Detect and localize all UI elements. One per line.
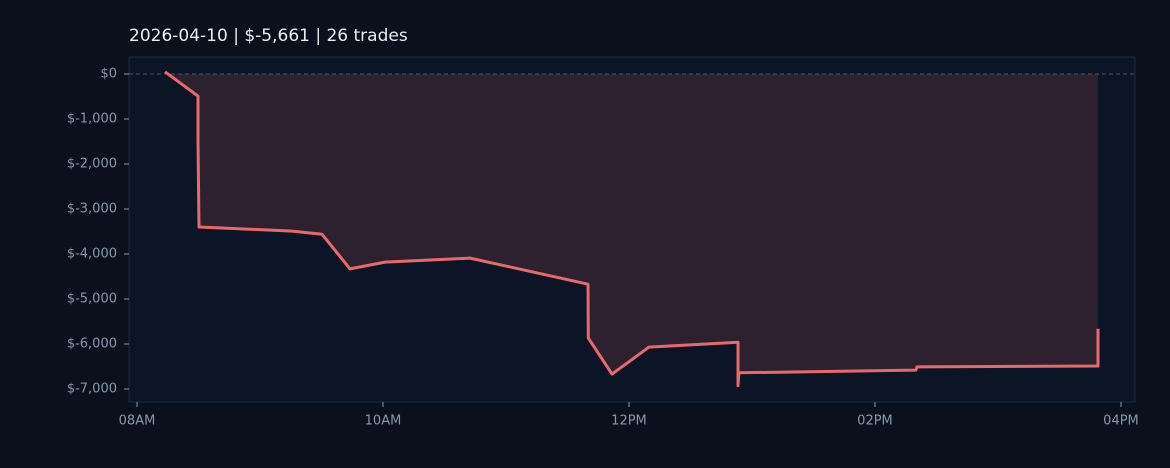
y-tick-label: $-2,000 [67,157,117,172]
y-tick-label: $0 [100,67,117,82]
y-tick-label: $-5,000 [67,291,117,306]
y-tick-label: $-7,000 [67,381,117,396]
x-tick-label: 02PM [857,414,893,429]
area [165,71,1098,386]
chart-title: 2026-04-10 | $-5,661 | 26 trades [129,26,408,46]
y-tick-label: $-3,000 [67,202,117,217]
plot-area [128,56,1136,403]
y-tick-label: $-1,000 [67,112,117,127]
x-tick-label: 12PM [611,414,647,429]
y-tick-label: $-4,000 [67,247,117,262]
x-tick-label: 04PM [1103,414,1139,429]
x-tick-label: 08AM [119,414,156,429]
x-tick-label: 10AM [365,414,402,429]
y-tick-label: $-6,000 [67,336,117,351]
line [164,70,1100,388]
